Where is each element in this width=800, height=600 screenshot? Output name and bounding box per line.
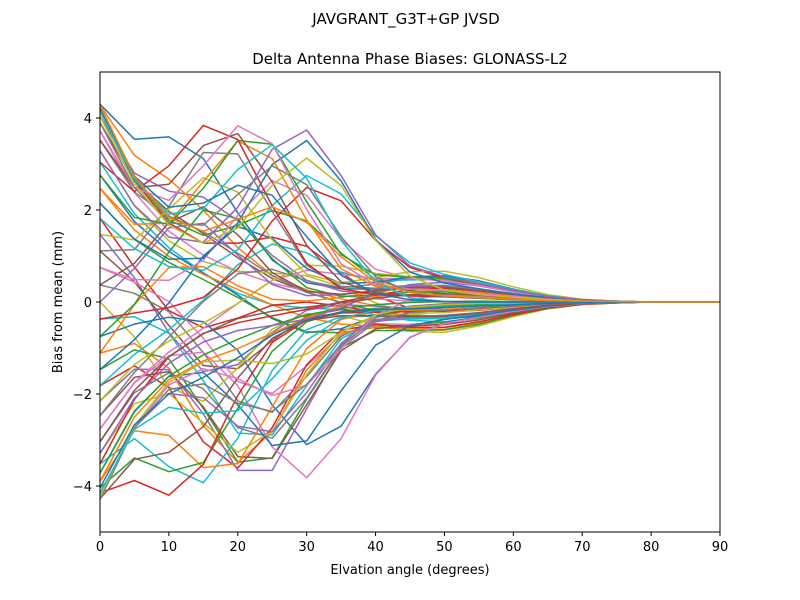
x-tick-label: 0 (96, 540, 104, 555)
chart-title: Delta Antenna Phase Biases: GLONASS-L2 (252, 50, 568, 68)
figure-suptitle: JAVGRANT_G3T+GP JVSD (311, 10, 499, 29)
x-tick-label: 10 (161, 540, 178, 555)
y-tick-label: 4 (84, 112, 92, 127)
x-axis: 0 10 20 30 40 50 60 70 80 90 (96, 532, 728, 555)
y-tick-label: 2 (84, 204, 92, 219)
y-tick-label: −4 (73, 480, 92, 495)
x-axis-label: Elvation angle (degrees) (330, 563, 489, 578)
x-tick-label: 70 (574, 540, 591, 555)
series-line-az-355 (100, 104, 720, 303)
y-axis-label: Bias from mean (mm) (51, 231, 66, 373)
x-tick-label: 90 (712, 540, 729, 555)
x-tick-label: 40 (367, 540, 384, 555)
x-tick-label: 50 (436, 540, 453, 555)
y-tick-label: 0 (84, 296, 92, 311)
plot-area (99, 71, 721, 533)
x-tick-label: 20 (230, 540, 247, 555)
x-tick-label: 60 (505, 540, 522, 555)
x-tick-label: 80 (643, 540, 660, 555)
y-axis: −4 −2 0 2 4 (73, 112, 100, 495)
series-group (100, 103, 720, 501)
y-tick-label: −2 (73, 388, 92, 403)
x-tick-label: 30 (298, 540, 315, 555)
